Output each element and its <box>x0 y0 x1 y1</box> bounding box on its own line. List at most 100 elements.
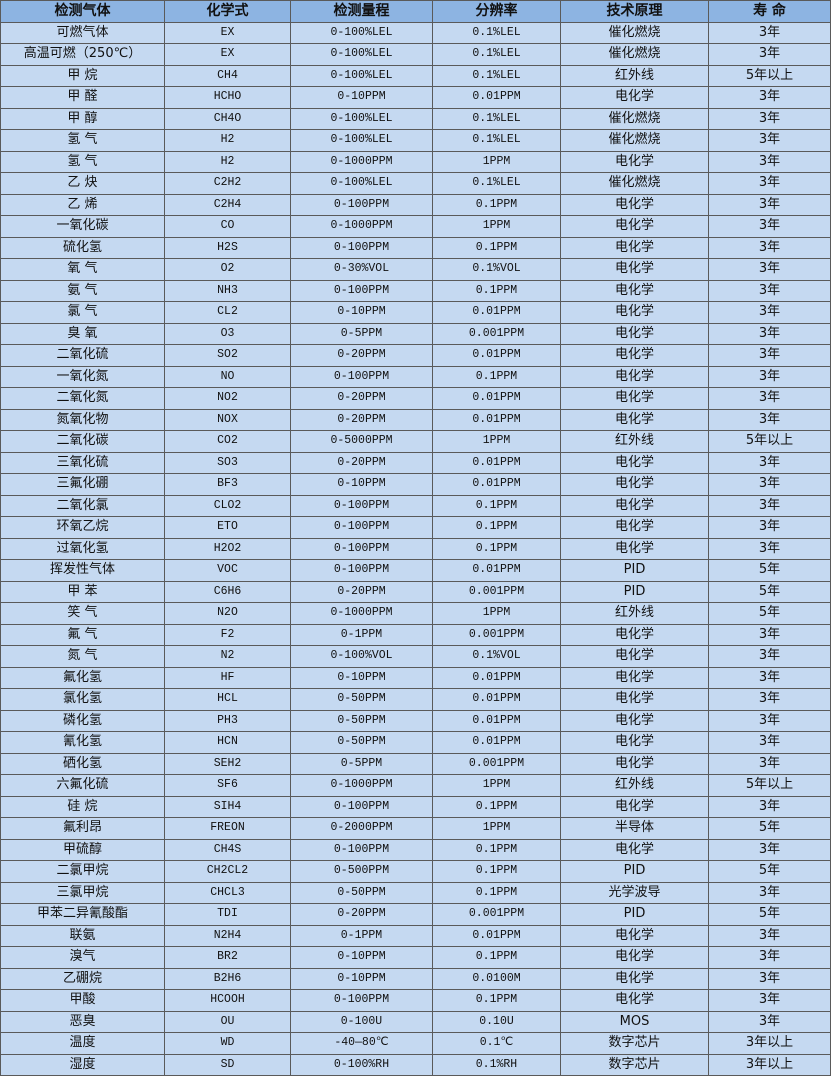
cell-detection-range: 0-50PPM <box>290 731 433 754</box>
table-row: 二氧化硫 SO2 0-20PPM 0.01PPM 电化学 3年 <box>0 344 831 367</box>
cell-lifespan: 3年 <box>708 473 831 496</box>
cell-resolution: 0.001PPM <box>432 580 561 603</box>
cell-resolution: 0.01PPM <box>432 473 561 496</box>
cell-lifespan: 5年 <box>708 580 831 603</box>
table-row: 高温可燃（250℃） EX 0-100%LEL 0.1%LEL 催化燃烧 3年 <box>0 43 831 66</box>
cell-gas-name: 联氨 <box>0 924 165 947</box>
column-header-detection-range: 检测量程 <box>290 0 433 23</box>
cell-lifespan: 3年以上 <box>708 1053 831 1076</box>
table-row: 氢 气 H2 0-1000PPM 1PPM 电化学 3年 <box>0 150 831 173</box>
cell-technical-principle: 电化学 <box>560 494 709 517</box>
cell-technical-principle: 电化学 <box>560 666 709 689</box>
table-row: 硅 烷 SIH4 0-100PPM 0.1PPM 电化学 3年 <box>0 795 831 818</box>
cell-chemical-formula: NO <box>164 365 291 388</box>
cell-lifespan: 3年 <box>708 881 831 904</box>
cell-technical-principle: 电化学 <box>560 688 709 711</box>
table-row: 甲苯二异氰酸酯 TDI 0-20PPM 0.001PPM PID 5年 <box>0 903 831 926</box>
cell-gas-name: 湿度 <box>0 1053 165 1076</box>
cell-chemical-formula: NOX <box>164 408 291 431</box>
cell-gas-name: 二氧化硫 <box>0 344 165 367</box>
table-row: 氯 气 CL2 0-10PPM 0.01PPM 电化学 3年 <box>0 301 831 324</box>
cell-resolution: 0.1PPM <box>432 494 561 517</box>
table-row: 三氧化硫 SO3 0-20PPM 0.01PPM 电化学 3年 <box>0 451 831 474</box>
cell-gas-name: 二氧化氮 <box>0 387 165 410</box>
table-row: 恶臭 OU 0-100U 0.10U MOS 3年 <box>0 1010 831 1033</box>
cell-gas-name: 氟利昂 <box>0 817 165 840</box>
cell-resolution: 0.1%VOL <box>432 258 561 281</box>
cell-detection-range: 0-100PPM <box>290 236 433 259</box>
table-row: 甲 烷 CH4 0-100%LEL 0.1%LEL 红外线 5年以上 <box>0 64 831 87</box>
cell-detection-range: 0-100%LEL <box>290 21 433 44</box>
cell-detection-range: 0-100%VOL <box>290 645 433 668</box>
cell-resolution: 0.1PPM <box>432 989 561 1012</box>
cell-chemical-formula: CH4S <box>164 838 291 861</box>
cell-chemical-formula: B2H6 <box>164 967 291 990</box>
cell-detection-range: 0-100PPM <box>290 193 433 216</box>
cell-chemical-formula: CH2CL2 <box>164 860 291 883</box>
cell-detection-range: 0-100PPM <box>290 838 433 861</box>
cell-resolution: 0.1PPM <box>432 860 561 883</box>
cell-technical-principle: 红外线 <box>560 774 709 797</box>
cell-lifespan: 3年 <box>708 989 831 1012</box>
table-row: 三氟化硼 BF3 0-10PPM 0.01PPM 电化学 3年 <box>0 473 831 496</box>
cell-resolution: 0.01PPM <box>432 86 561 109</box>
cell-technical-principle: 电化学 <box>560 344 709 367</box>
cell-detection-range: 0-20PPM <box>290 580 433 603</box>
table-row: 六氟化硫 SF6 0-1000PPM 1PPM 红外线 5年以上 <box>0 774 831 797</box>
table-row: 二氧化碳 CO2 0-5000PPM 1PPM 红外线 5年以上 <box>0 430 831 453</box>
cell-detection-range: 0-100%LEL <box>290 64 433 87</box>
cell-resolution: 1PPM <box>432 150 561 173</box>
cell-gas-name: 乙硼烷 <box>0 967 165 990</box>
table-row: 过氧化氢 H2O2 0-100PPM 0.1PPM 电化学 3年 <box>0 537 831 560</box>
cell-detection-range: 0-100PPM <box>290 989 433 1012</box>
cell-technical-principle: 电化学 <box>560 924 709 947</box>
cell-technical-principle: 电化学 <box>560 258 709 281</box>
table-row: 联氨 N2H4 0-1PPM 0.01PPM 电化学 3年 <box>0 924 831 947</box>
cell-gas-name: 氢 气 <box>0 150 165 173</box>
cell-gas-name: 乙 炔 <box>0 172 165 195</box>
cell-technical-principle: 电化学 <box>560 193 709 216</box>
cell-gas-name: 二氧化碳 <box>0 430 165 453</box>
cell-gas-name: 甲 醛 <box>0 86 165 109</box>
table-row: 氟化氢 HF 0-10PPM 0.01PPM 电化学 3年 <box>0 666 831 689</box>
table-row: 氢 气 H2 0-100%LEL 0.1%LEL 催化燃烧 3年 <box>0 129 831 152</box>
cell-resolution: 0.01PPM <box>432 451 561 474</box>
cell-resolution: 0.001PPM <box>432 322 561 345</box>
cell-resolution: 0.1%VOL <box>432 645 561 668</box>
cell-chemical-formula: NH3 <box>164 279 291 302</box>
cell-lifespan: 3年 <box>708 924 831 947</box>
cell-gas-name: 氨 气 <box>0 279 165 302</box>
cell-detection-range: 0-50PPM <box>290 881 433 904</box>
cell-lifespan: 3年 <box>708 623 831 646</box>
table-row: 乙 烯 C2H4 0-100PPM 0.1PPM 电化学 3年 <box>0 193 831 216</box>
cell-resolution: 0.1℃ <box>432 1032 561 1055</box>
cell-chemical-formula: SO2 <box>164 344 291 367</box>
table-row: 磷化氢 PH3 0-50PPM 0.01PPM 电化学 3年 <box>0 709 831 732</box>
cell-lifespan: 3年 <box>708 752 831 775</box>
table-row: 二氧化氮 NO2 0-20PPM 0.01PPM 电化学 3年 <box>0 387 831 410</box>
cell-resolution: 0.1PPM <box>432 193 561 216</box>
cell-technical-principle: 电化学 <box>560 623 709 646</box>
column-header-technical-principle: 技术原理 <box>560 0 709 23</box>
cell-resolution: 0.1%LEL <box>432 129 561 152</box>
cell-resolution: 0.0100M <box>432 967 561 990</box>
cell-detection-range: 0-100PPM <box>290 365 433 388</box>
cell-gas-name: 过氧化氢 <box>0 537 165 560</box>
cell-technical-principle: 电化学 <box>560 967 709 990</box>
table-row: 甲硫醇 CH4S 0-100PPM 0.1PPM 电化学 3年 <box>0 838 831 861</box>
cell-resolution: 0.001PPM <box>432 623 561 646</box>
cell-resolution: 0.001PPM <box>432 752 561 775</box>
cell-technical-principle: 红外线 <box>560 64 709 87</box>
cell-gas-name: 硒化氢 <box>0 752 165 775</box>
cell-gas-name: 高温可燃（250℃） <box>0 43 165 66</box>
cell-lifespan: 5年 <box>708 860 831 883</box>
cell-lifespan: 3年 <box>708 365 831 388</box>
cell-gas-name: 氯化氢 <box>0 688 165 711</box>
cell-gas-name: 二氧化氯 <box>0 494 165 517</box>
cell-detection-range: 0-10PPM <box>290 666 433 689</box>
cell-lifespan: 5年以上 <box>708 774 831 797</box>
cell-lifespan: 3年 <box>708 344 831 367</box>
cell-detection-range: 0-30%VOL <box>290 258 433 281</box>
cell-lifespan: 3年 <box>708 193 831 216</box>
